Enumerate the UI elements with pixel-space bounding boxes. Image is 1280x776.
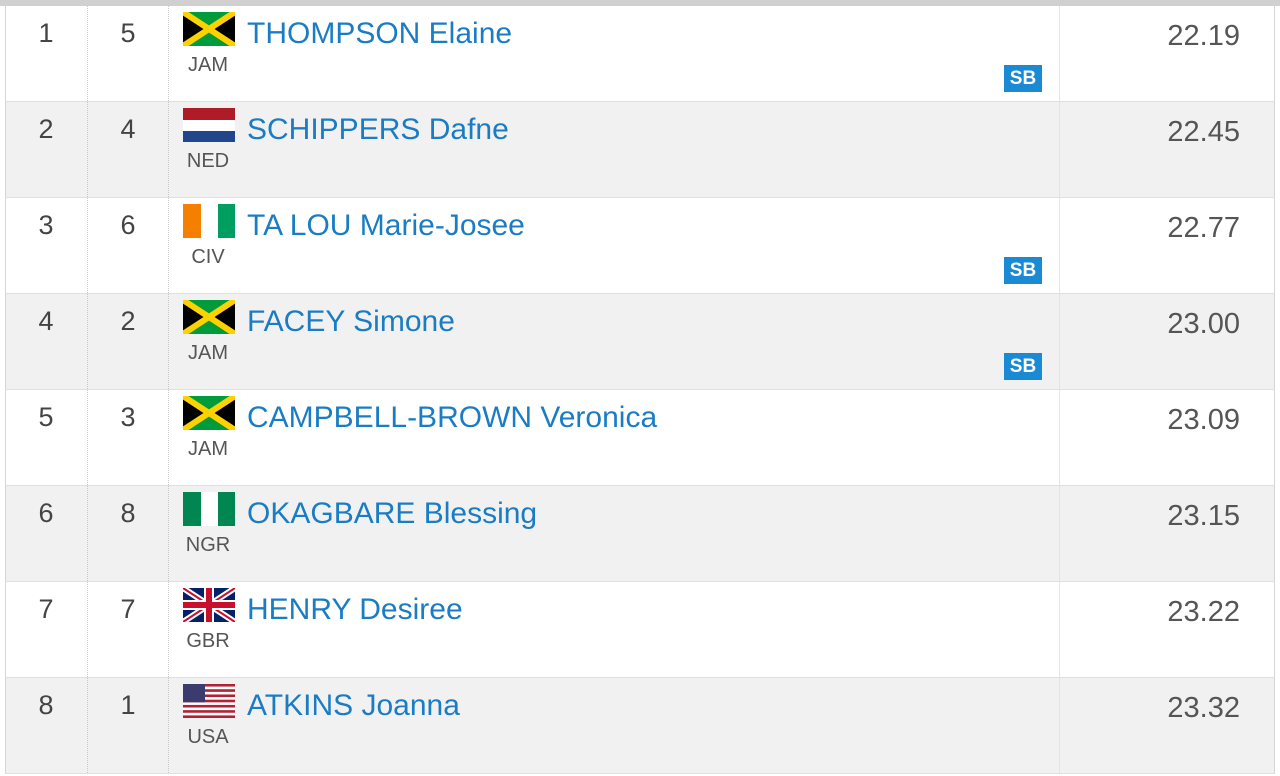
flag xyxy=(183,684,235,718)
result-row: 2 4 NED SCHIPPERS Dafne 22.45 xyxy=(5,102,1275,198)
record-badge: SB xyxy=(1004,353,1042,380)
column-divider xyxy=(168,6,169,101)
country-code: NED xyxy=(186,150,230,172)
athlete-name[interactable]: OKAGBARE Blessing xyxy=(247,497,538,530)
athlete-name[interactable]: THOMPSON Elaine xyxy=(247,17,513,50)
rank: 3 xyxy=(38,210,54,240)
result-row: 4 2 JAM FACEY Simone 23.00 SB xyxy=(5,294,1275,390)
rank: 2 xyxy=(38,114,54,144)
lane: 8 xyxy=(120,498,136,528)
result-mark: 23.15 xyxy=(1167,500,1240,532)
athlete-name[interactable]: TA LOU Marie-Josee xyxy=(247,209,525,242)
column-divider xyxy=(1059,198,1060,293)
column-divider xyxy=(1059,294,1060,389)
column-divider xyxy=(87,294,88,389)
rank: 4 xyxy=(38,306,54,336)
result-mark: 23.32 xyxy=(1167,692,1240,724)
lane: 4 xyxy=(120,114,136,144)
column-divider xyxy=(1059,486,1060,581)
column-divider xyxy=(168,390,169,485)
flag xyxy=(183,492,235,526)
flag xyxy=(183,204,235,238)
rank: 8 xyxy=(38,690,54,720)
column-divider xyxy=(1059,390,1060,485)
athlete-name[interactable]: CAMPBELL-BROWN Veronica xyxy=(247,401,658,434)
column-divider xyxy=(168,102,169,197)
athlete-name[interactable]: HENRY Desiree xyxy=(247,593,463,626)
flag xyxy=(183,396,235,430)
flag xyxy=(183,12,235,46)
rank: 7 xyxy=(38,594,54,624)
record-badge: SB xyxy=(1004,257,1042,284)
country-code: CIV xyxy=(191,246,225,268)
result-mark: 22.77 xyxy=(1167,212,1240,244)
column-divider xyxy=(168,198,169,293)
column-divider xyxy=(1059,582,1060,677)
column-divider xyxy=(87,198,88,293)
result-mark: 23.09 xyxy=(1167,404,1240,436)
lane: 7 xyxy=(120,594,136,624)
result-row: 6 8 NGR OKAGBARE Blessing 23.15 xyxy=(5,486,1275,582)
country-code: JAM xyxy=(188,342,228,364)
country-code: USA xyxy=(187,726,229,748)
rank: 6 xyxy=(38,498,54,528)
country-code: JAM xyxy=(188,54,228,76)
country-code: GBR xyxy=(186,630,230,652)
athlete-name[interactable]: ATKINS Joanna xyxy=(247,689,460,722)
record-badge: SB xyxy=(1004,65,1042,92)
column-divider xyxy=(87,102,88,197)
column-divider xyxy=(87,390,88,485)
athlete-name[interactable]: SCHIPPERS Dafne xyxy=(247,113,509,146)
lane: 5 xyxy=(120,18,136,48)
column-divider xyxy=(87,582,88,677)
country-code: JAM xyxy=(188,438,228,460)
lane: 3 xyxy=(120,402,136,432)
column-divider xyxy=(87,486,88,581)
result-mark: 23.22 xyxy=(1167,596,1240,628)
column-divider xyxy=(168,582,169,677)
column-divider xyxy=(87,6,88,101)
country-code: NGR xyxy=(185,534,231,556)
flag xyxy=(183,108,235,142)
lane: 1 xyxy=(120,690,136,720)
athlete-name[interactable]: FACEY Simone xyxy=(247,305,455,338)
flag xyxy=(183,300,235,334)
lane: 6 xyxy=(120,210,136,240)
column-divider xyxy=(1059,6,1060,101)
result-row: 7 7 GBR HENRY Desiree 23.22 xyxy=(5,582,1275,678)
rank: 1 xyxy=(38,18,54,48)
lane: 2 xyxy=(120,306,136,336)
column-divider xyxy=(168,486,169,581)
result-row: 8 1 USA ATKINS Joanna 23.32 xyxy=(5,678,1275,774)
column-divider xyxy=(87,678,88,773)
column-divider xyxy=(1059,102,1060,197)
flag xyxy=(183,588,235,622)
column-divider xyxy=(1059,678,1060,773)
column-divider xyxy=(168,294,169,389)
result-row: 5 3 JAM CAMPBELL-BROWN Veronica 23.09 xyxy=(5,390,1275,486)
result-row: 1 5 JAM THOMPSON Elaine 22.19 SB xyxy=(5,6,1275,102)
rank: 5 xyxy=(38,402,54,432)
result-mark: 23.00 xyxy=(1167,308,1240,340)
result-mark: 22.45 xyxy=(1167,116,1240,148)
result-mark: 22.19 xyxy=(1167,20,1240,52)
result-row: 3 6 CIV TA LOU Marie-Josee 22.77 SB xyxy=(5,198,1275,294)
column-divider xyxy=(168,678,169,773)
